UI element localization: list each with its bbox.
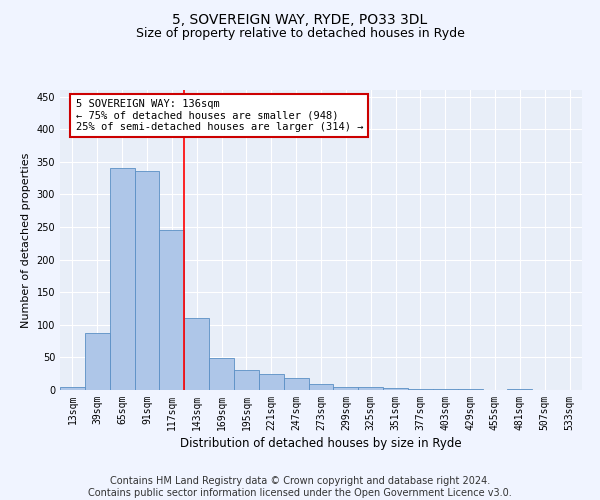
Bar — [383, 388, 408, 390]
Bar — [284, 378, 308, 390]
Bar — [259, 374, 284, 390]
Bar — [110, 168, 134, 390]
Text: 5 SOVEREIGN WAY: 136sqm
← 75% of detached houses are smaller (948)
25% of semi-d: 5 SOVEREIGN WAY: 136sqm ← 75% of detache… — [76, 99, 363, 132]
Text: Distribution of detached houses by size in Ryde: Distribution of detached houses by size … — [180, 438, 462, 450]
Bar — [334, 386, 358, 390]
Text: 5, SOVEREIGN WAY, RYDE, PO33 3DL: 5, SOVEREIGN WAY, RYDE, PO33 3DL — [172, 12, 428, 26]
Bar — [308, 384, 334, 390]
Bar — [234, 370, 259, 390]
Bar — [358, 388, 383, 390]
Bar — [85, 332, 110, 390]
Bar — [160, 230, 184, 390]
Bar — [408, 388, 433, 390]
Bar — [134, 171, 160, 390]
Bar — [209, 358, 234, 390]
Bar — [184, 318, 209, 390]
Text: Contains HM Land Registry data © Crown copyright and database right 2024.
Contai: Contains HM Land Registry data © Crown c… — [88, 476, 512, 498]
Y-axis label: Number of detached properties: Number of detached properties — [21, 152, 31, 328]
Bar — [60, 386, 85, 390]
Text: Size of property relative to detached houses in Ryde: Size of property relative to detached ho… — [136, 28, 464, 40]
